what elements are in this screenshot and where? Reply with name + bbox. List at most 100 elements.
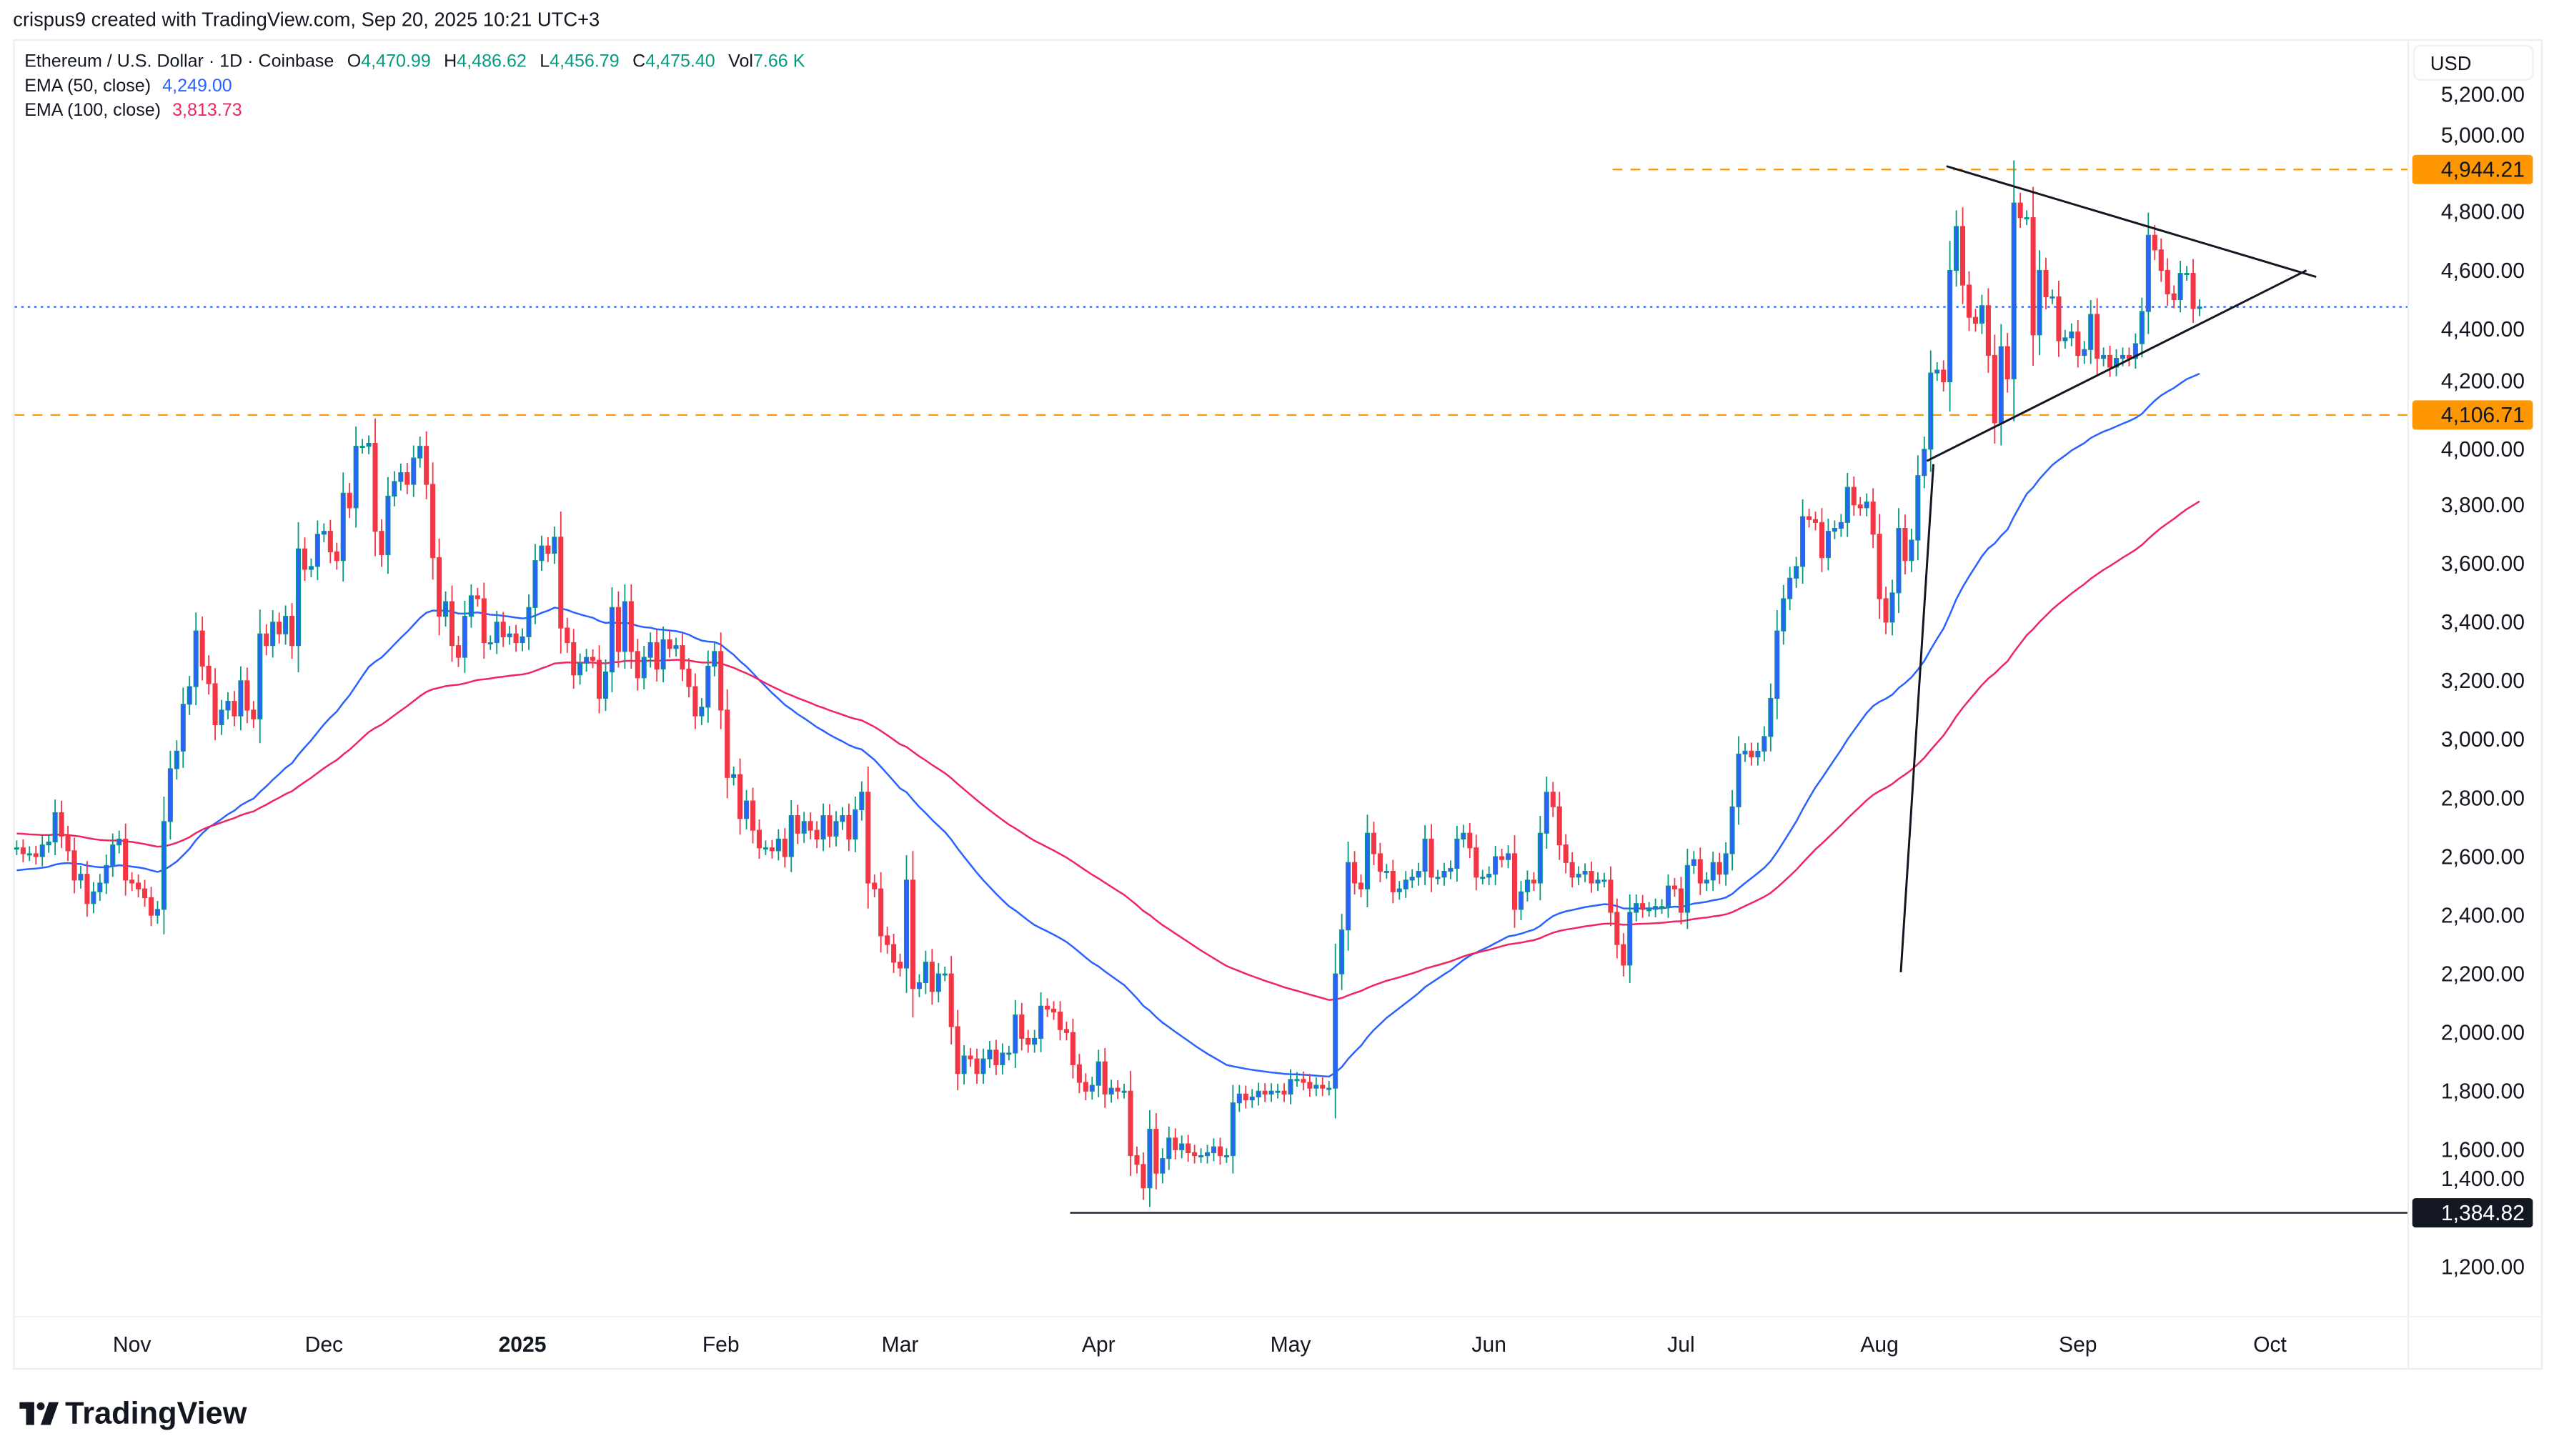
candle[interactable] [1954, 210, 1959, 287]
candle[interactable] [750, 787, 756, 844]
candle[interactable] [1621, 933, 1626, 977]
candle[interactable] [1781, 584, 1787, 645]
candle[interactable] [635, 639, 640, 691]
candle[interactable] [641, 646, 647, 689]
time-axis[interactable]: Nov Dec 2025 Feb Mar Apr May Jun Jul Aug Sep Oct [113, 1333, 2287, 1357]
candle[interactable] [1723, 842, 1729, 886]
candle[interactable] [142, 879, 148, 907]
candle[interactable] [379, 519, 384, 567]
candle[interactable] [660, 626, 666, 682]
candle[interactable] [1985, 288, 1991, 373]
candle[interactable] [2024, 210, 2029, 225]
candle[interactable] [238, 666, 244, 731]
candle[interactable] [161, 796, 167, 934]
candle[interactable] [1095, 1049, 1101, 1097]
candle[interactable] [923, 950, 928, 994]
candle[interactable] [187, 675, 192, 715]
candle[interactable] [935, 962, 941, 1002]
candle[interactable] [526, 594, 532, 650]
candle[interactable] [987, 1041, 993, 1068]
candle[interactable] [1256, 1082, 1261, 1106]
candle[interactable] [853, 796, 858, 852]
candle[interactable] [97, 874, 103, 902]
candle[interactable] [1320, 1077, 1326, 1097]
candle[interactable] [2049, 289, 2055, 304]
candle[interactable] [1390, 859, 1396, 904]
candle[interactable] [622, 584, 627, 669]
candle[interactable] [2004, 332, 2010, 393]
candle[interactable] [1531, 872, 1536, 892]
candle[interactable] [1838, 514, 1844, 537]
candle[interactable] [1966, 271, 1972, 331]
candle[interactable] [2011, 160, 2017, 422]
candle[interactable] [968, 1047, 973, 1067]
candle[interactable] [437, 538, 442, 636]
candle[interactable] [1038, 992, 1044, 1052]
candle[interactable] [942, 966, 948, 982]
candle[interactable] [2145, 212, 2151, 334]
candle[interactable] [654, 629, 660, 682]
candle[interactable] [686, 658, 692, 698]
candle[interactable] [1160, 1148, 1166, 1184]
candle[interactable] [788, 799, 794, 872]
candle[interactable] [1659, 899, 1665, 914]
candle[interactable] [1128, 1070, 1133, 1176]
candle[interactable] [916, 974, 922, 997]
candle[interactable] [1147, 1110, 1153, 1207]
candle[interactable] [1710, 852, 1716, 892]
candle[interactable] [1454, 825, 1460, 882]
candle[interactable] [487, 635, 493, 650]
candle[interactable] [1902, 514, 1908, 574]
candle[interactable] [1249, 1089, 1255, 1108]
candle[interactable] [295, 522, 302, 673]
candle[interactable] [1333, 943, 1338, 1119]
candle[interactable] [1755, 742, 1761, 766]
candle[interactable] [1800, 499, 1806, 584]
candle[interactable] [59, 800, 64, 849]
candle[interactable] [1595, 872, 1601, 892]
candle[interactable] [1819, 508, 1825, 572]
candle[interactable] [264, 624, 269, 656]
candle[interactable] [244, 667, 250, 724]
candle[interactable] [1569, 852, 1575, 888]
candle[interactable] [424, 431, 429, 499]
candle[interactable] [602, 659, 609, 712]
candle[interactable] [14, 840, 19, 856]
candle[interactable] [257, 609, 263, 744]
candle[interactable] [827, 804, 833, 848]
candle[interactable] [1934, 361, 1940, 382]
candle[interactable] [891, 933, 897, 973]
candle[interactable] [1697, 847, 1703, 895]
candle[interactable] [1268, 1083, 1274, 1102]
candle[interactable] [136, 874, 141, 898]
candle[interactable] [2132, 333, 2138, 369]
candle[interactable] [1992, 334, 1997, 444]
candle[interactable] [1281, 1083, 1287, 1102]
candle[interactable] [1102, 1047, 1108, 1108]
candle[interactable] [1627, 894, 1633, 983]
candle[interactable] [1909, 528, 1914, 572]
flagpole-line[interactable] [1899, 464, 1935, 972]
candle[interactable] [1223, 1148, 1229, 1163]
candle[interactable] [26, 846, 32, 862]
candle[interactable] [762, 840, 768, 856]
candle[interactable] [1582, 863, 1588, 882]
triangle-upper-trendline[interactable] [1946, 165, 2317, 279]
candle[interactable] [840, 807, 845, 830]
candle[interactable] [910, 851, 916, 1018]
candle[interactable] [1812, 512, 1819, 531]
candle[interactable] [180, 687, 186, 768]
candle[interactable] [46, 834, 51, 853]
candle[interactable] [283, 605, 289, 645]
candle[interactable] [411, 445, 417, 497]
candle[interactable] [1614, 898, 1620, 959]
candle[interactable] [1671, 878, 1677, 897]
candle[interactable] [1173, 1128, 1178, 1160]
candle[interactable] [1416, 862, 1421, 886]
candle[interactable] [1435, 869, 1441, 885]
candle[interactable] [565, 617, 570, 653]
candle[interactable] [123, 823, 129, 896]
candle[interactable] [609, 587, 615, 692]
candle[interactable] [1563, 834, 1569, 874]
candle[interactable] [1691, 851, 1696, 874]
